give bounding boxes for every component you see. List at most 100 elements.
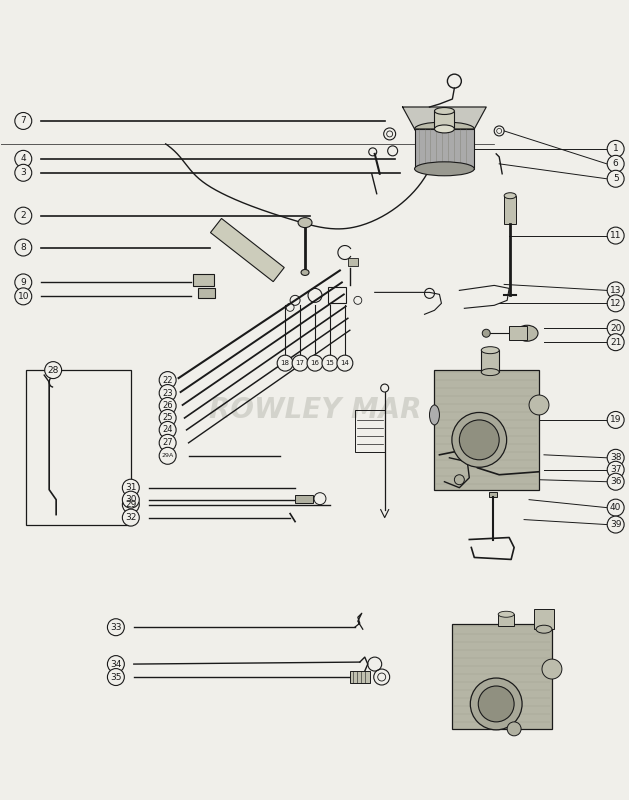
Circle shape [15, 207, 31, 224]
Text: 24: 24 [162, 426, 173, 434]
Text: 31: 31 [125, 483, 136, 492]
Circle shape [607, 474, 624, 490]
FancyBboxPatch shape [192, 274, 214, 286]
Ellipse shape [430, 405, 440, 425]
Circle shape [607, 450, 624, 466]
Circle shape [607, 227, 624, 244]
Circle shape [459, 420, 499, 460]
Text: 7: 7 [20, 117, 26, 126]
Circle shape [123, 491, 139, 508]
Bar [481, 350, 499, 372]
Text: 39: 39 [610, 520, 621, 529]
Bar [328, 287, 346, 303]
Circle shape [482, 330, 490, 338]
Text: 1: 1 [613, 144, 618, 154]
Text: 12: 12 [610, 299, 621, 308]
Circle shape [529, 395, 549, 415]
Circle shape [123, 509, 139, 526]
Ellipse shape [435, 107, 454, 114]
Text: 26: 26 [162, 402, 173, 410]
Circle shape [607, 462, 624, 478]
Bar [211, 218, 284, 282]
Bar [504, 196, 516, 224]
Ellipse shape [470, 678, 522, 730]
Ellipse shape [415, 162, 474, 176]
Bar [435, 111, 454, 129]
Circle shape [159, 410, 176, 426]
Text: 4: 4 [21, 154, 26, 163]
Circle shape [507, 722, 521, 736]
Text: 20: 20 [610, 324, 621, 333]
Circle shape [15, 164, 31, 182]
Text: 14: 14 [340, 360, 349, 366]
Circle shape [292, 355, 308, 371]
Circle shape [108, 669, 125, 686]
Ellipse shape [498, 611, 514, 618]
Text: 35: 35 [110, 673, 121, 682]
Circle shape [607, 320, 624, 337]
Ellipse shape [415, 122, 474, 136]
Bar [415, 129, 474, 169]
Bar [489, 492, 497, 497]
Text: 27: 27 [162, 438, 173, 447]
Bar [534, 610, 554, 630]
Circle shape [607, 141, 624, 158]
Text: 29A: 29A [162, 454, 174, 458]
Circle shape [607, 170, 624, 187]
Text: 30: 30 [125, 495, 136, 504]
Circle shape [123, 496, 139, 513]
Text: 33: 33 [110, 622, 121, 632]
Circle shape [15, 274, 31, 291]
Text: 28: 28 [47, 366, 59, 374]
Circle shape [607, 411, 624, 429]
Circle shape [108, 656, 125, 673]
Text: 5: 5 [613, 174, 618, 183]
Text: 13: 13 [610, 286, 621, 295]
Bar [355, 410, 385, 452]
Text: 6: 6 [613, 159, 618, 168]
Text: 16: 16 [311, 360, 320, 366]
Circle shape [15, 150, 31, 167]
Text: 36: 36 [610, 478, 621, 486]
Text: 38: 38 [610, 454, 621, 462]
Ellipse shape [301, 270, 309, 275]
Circle shape [322, 355, 338, 371]
Text: 34: 34 [110, 659, 121, 669]
Text: 8: 8 [20, 243, 26, 252]
Circle shape [15, 288, 31, 305]
Circle shape [123, 479, 139, 496]
Ellipse shape [298, 218, 312, 228]
Text: 23: 23 [162, 389, 173, 398]
Circle shape [159, 371, 176, 389]
Text: 3: 3 [20, 168, 26, 178]
Bar [509, 326, 527, 340]
Circle shape [159, 385, 176, 402]
Circle shape [542, 659, 562, 679]
Circle shape [45, 362, 62, 378]
Text: 32: 32 [125, 513, 136, 522]
Text: 2: 2 [21, 211, 26, 220]
Text: 11: 11 [610, 231, 621, 240]
Bar [498, 614, 514, 626]
Circle shape [108, 618, 125, 636]
Circle shape [15, 113, 31, 130]
Bar [452, 624, 552, 729]
Circle shape [454, 474, 464, 485]
Circle shape [159, 447, 176, 464]
Text: 40: 40 [610, 503, 621, 512]
Ellipse shape [481, 369, 499, 375]
Ellipse shape [504, 193, 516, 198]
Circle shape [478, 686, 514, 722]
Text: 18: 18 [281, 360, 289, 366]
Text: 19: 19 [610, 415, 621, 425]
Ellipse shape [481, 346, 499, 354]
Circle shape [277, 355, 293, 371]
Ellipse shape [536, 626, 552, 633]
Bar [295, 494, 313, 502]
Bar [435, 370, 539, 490]
Text: ROWLEY MAR: ROWLEY MAR [209, 396, 421, 424]
Circle shape [159, 422, 176, 438]
Circle shape [607, 516, 624, 533]
Circle shape [159, 398, 176, 414]
Bar [26, 370, 131, 525]
